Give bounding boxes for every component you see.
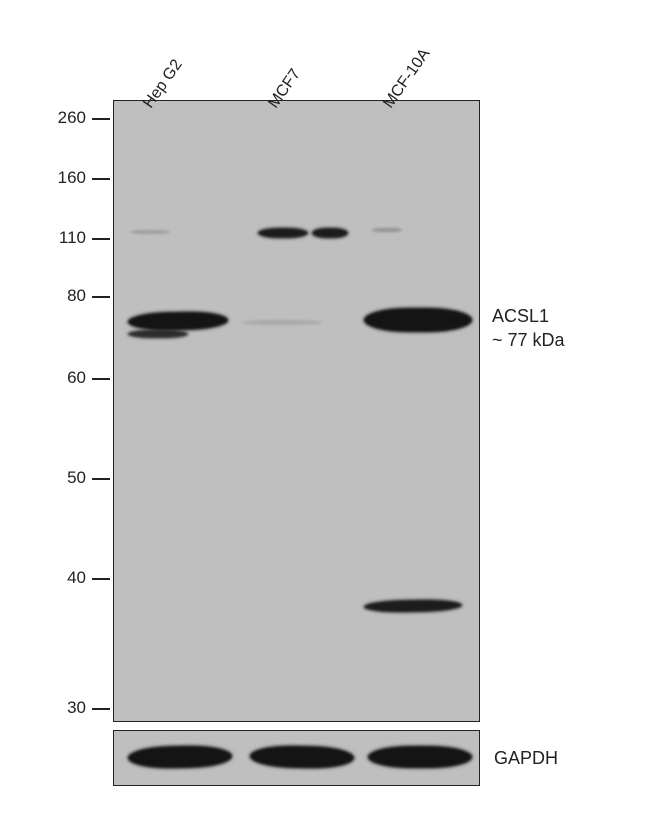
side-label: GAPDH bbox=[494, 748, 558, 769]
band bbox=[258, 228, 308, 238]
mw-label: 160 bbox=[36, 168, 86, 188]
mw-label: 50 bbox=[36, 468, 86, 488]
mw-tick bbox=[92, 578, 110, 580]
mw-label: 110 bbox=[36, 228, 86, 248]
band bbox=[242, 320, 322, 325]
band bbox=[372, 228, 402, 232]
mw-label: 30 bbox=[36, 698, 86, 718]
main-blot-panel bbox=[113, 100, 480, 722]
blot-figure: Hep G2MCF7MCF-10A 2601601108060504030 AC… bbox=[0, 0, 650, 828]
mw-tick bbox=[92, 378, 110, 380]
mw-tick bbox=[92, 708, 110, 710]
mw-tick bbox=[92, 296, 110, 298]
mw-tick bbox=[92, 118, 110, 120]
mw-tick bbox=[92, 478, 110, 480]
band bbox=[364, 308, 472, 332]
mw-tick bbox=[92, 178, 110, 180]
mw-tick bbox=[92, 238, 110, 240]
band bbox=[130, 230, 170, 234]
mw-label: 60 bbox=[36, 368, 86, 388]
band bbox=[128, 330, 188, 338]
mw-label: 40 bbox=[36, 568, 86, 588]
mw-label: 260 bbox=[36, 108, 86, 128]
band bbox=[368, 746, 472, 768]
band bbox=[312, 228, 348, 238]
side-label: ~ 77 kDa bbox=[492, 330, 565, 351]
side-label: ACSL1 bbox=[492, 306, 549, 327]
mw-label: 80 bbox=[36, 286, 86, 306]
